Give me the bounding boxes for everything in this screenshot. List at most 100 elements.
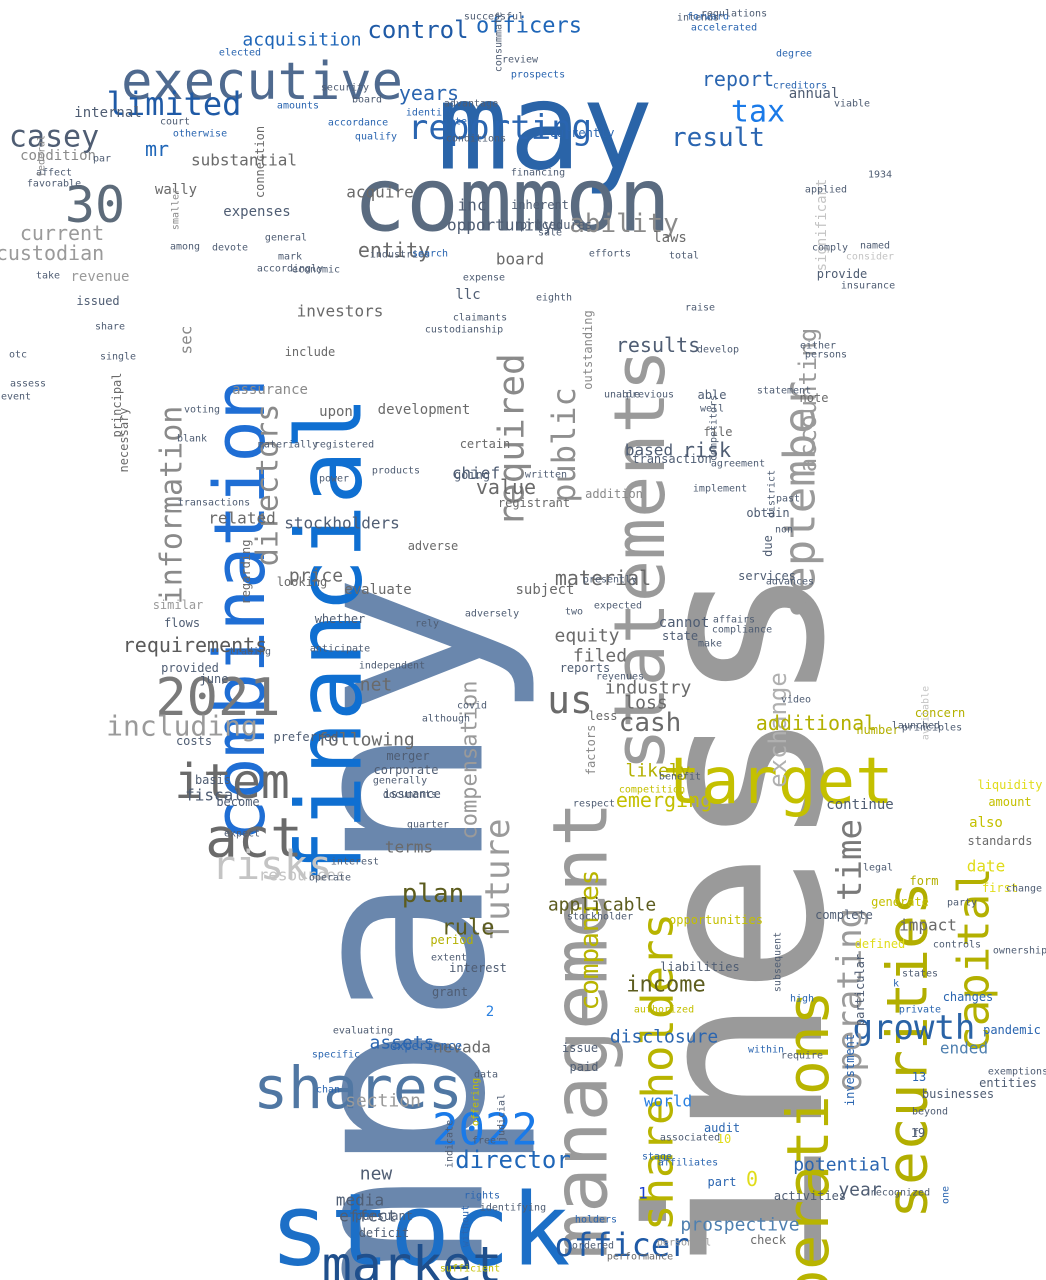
cloud-word: paid [570, 1060, 599, 1074]
cloud-word: named [860, 241, 890, 252]
cloud-word: services [738, 569, 796, 583]
cloud-word: two [565, 607, 583, 618]
cloud-word: potential [793, 1155, 891, 1176]
cloud-word: offering [471, 1078, 482, 1126]
cloud-word: corporate [373, 763, 438, 777]
cloud-word: necessary [117, 407, 131, 472]
cloud-word: identifying [480, 1203, 546, 1214]
cloud-word: securities [876, 881, 941, 1218]
cloud-word: principles [902, 723, 962, 734]
cloud-word: evaluate [344, 582, 411, 598]
cloud-word: expense [463, 273, 505, 284]
cloud-word: include [285, 345, 336, 359]
cloud-word: wally [155, 182, 197, 198]
cloud-word: financing [511, 168, 565, 179]
cloud-word: favorable [27, 179, 81, 190]
cloud-word: either [800, 341, 836, 352]
cloud-word: september [775, 381, 826, 619]
cloud-word: complete [815, 908, 873, 922]
cloud-word: first [982, 881, 1018, 895]
cloud-word: businesses [922, 1087, 994, 1101]
cloud-word: fiscal [185, 786, 243, 805]
cloud-word: products [372, 466, 420, 477]
cloud-word: accounting [794, 328, 822, 473]
cloud-word: annual [789, 86, 840, 102]
cloud-word: additional [756, 711, 876, 735]
cloud-word: judicial [497, 1094, 508, 1142]
cloud-word: board [496, 250, 544, 269]
cloud-word: affiliates [658, 1158, 718, 1169]
cloud-word: accelerated [691, 23, 757, 34]
cloud-word: mark [278, 252, 302, 263]
cloud-word: generally [373, 776, 427, 787]
cloud-word: require [781, 1051, 823, 1062]
cloud-word: entities [979, 1076, 1037, 1090]
cloud-word: performance [607, 1252, 673, 1263]
cloud-word: stock [269, 1172, 570, 1280]
cloud-word: date [967, 857, 1006, 876]
cloud-word: issued [76, 294, 119, 308]
cloud-word: presently [583, 575, 637, 586]
cloud-word: provide [817, 267, 868, 281]
cloud-word: party [947, 898, 977, 909]
cloud-word: development [378, 402, 471, 418]
cloud-word: benefit [659, 772, 701, 783]
cloud-word: investment [843, 1034, 857, 1106]
cloud-word: check [750, 1233, 787, 1247]
cloud-word: holders [575, 1215, 617, 1226]
cloud-word: subsequent [773, 932, 784, 992]
cloud-word: due [761, 535, 775, 557]
cloud-word: well [700, 404, 724, 415]
cloud-word: provided [161, 661, 219, 675]
cloud-word: reports [560, 661, 611, 675]
cloud-word: 2021 [155, 668, 280, 728]
cloud-word: addition [585, 487, 643, 501]
cloud-word: entity [358, 238, 430, 262]
cloud-word: flows [164, 616, 200, 630]
cloud-word: preferred [273, 730, 338, 744]
cloud-word: shareholders [633, 913, 684, 1231]
cloud-word: insurance [841, 281, 895, 292]
cloud-word: unable [604, 390, 640, 401]
cloud-word: price [289, 566, 343, 587]
cloud-word: blank [177, 434, 207, 445]
cloud-word: raise [685, 303, 715, 314]
cloud-word: without [461, 1205, 472, 1247]
cloud-word: acquisition [242, 30, 361, 51]
cloud-word: viable [834, 99, 870, 110]
cloud-word: activities [774, 1189, 846, 1203]
cloud-word: market [322, 1236, 503, 1280]
cloud-word: par [93, 154, 111, 165]
cloud-word: otherwise [173, 129, 227, 140]
cloud-word: 2 [486, 1004, 494, 1020]
cloud-word: search [412, 249, 448, 260]
cloud-word: regulations [701, 9, 767, 20]
cloud-word: revenue [70, 269, 129, 285]
cloud-word: cash [619, 708, 682, 738]
cloud-word: exchange [764, 672, 792, 788]
cloud-word: security [321, 83, 369, 94]
cloud-word: section [345, 1091, 421, 1112]
cloud-word: investors [297, 302, 384, 321]
cloud-word: competition [619, 785, 685, 796]
cloud-word: financial [278, 396, 383, 884]
cloud-word: develop [697, 345, 739, 356]
cloud-word: plan [402, 879, 465, 909]
cloud-word: result [671, 123, 765, 153]
cloud-word: act [205, 807, 303, 870]
cloud-word: stage [642, 1152, 672, 1163]
cloud-word: costs [176, 734, 212, 748]
cloud-word: procedures [520, 218, 592, 232]
cloud-word: shares [253, 1054, 463, 1122]
cloud-word: amounts [277, 101, 319, 112]
cloud-word: required [492, 353, 533, 526]
cloud-word: new [360, 1164, 393, 1185]
cloud-word: revenues [596, 672, 644, 683]
cloud-word: private [899, 1005, 941, 1016]
cloud-word: part [708, 1175, 737, 1189]
cloud-word: launched [892, 721, 940, 732]
cloud-word: affect [36, 168, 72, 179]
cloud-word: indicate [445, 1120, 456, 1168]
cloud-word: inc [458, 196, 487, 215]
